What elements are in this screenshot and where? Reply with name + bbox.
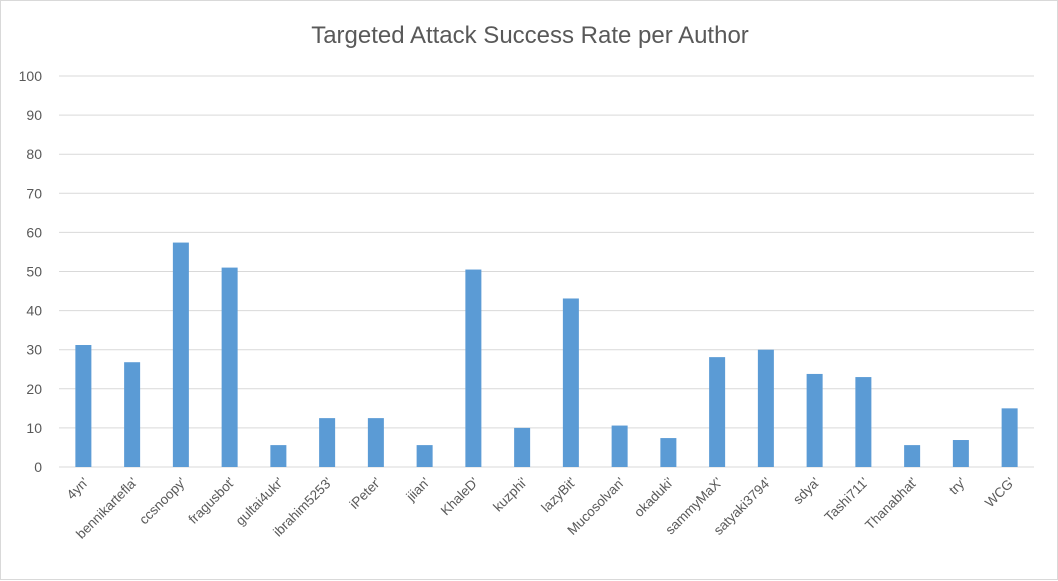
x-tick-label: lazyBit' (538, 475, 579, 516)
bar (319, 418, 336, 467)
x-tick-label: ccsnoopy' (136, 475, 189, 528)
bar (904, 445, 921, 467)
y-tick-label: 100 (19, 68, 43, 84)
x-tick-label: Thanabhat' (862, 475, 920, 533)
bar (367, 418, 384, 467)
y-tick-label: 90 (26, 107, 42, 123)
x-axis-ticks: 4yn'bennikartefla'ccsnoopy'fragusbot'gul… (64, 475, 1018, 542)
bar (221, 267, 238, 467)
x-tick-label: try' (946, 475, 969, 498)
bar (75, 345, 92, 467)
y-tick-label: 20 (26, 381, 42, 397)
y-tick-label: 60 (26, 224, 42, 240)
bar (611, 425, 628, 467)
bar (124, 362, 141, 467)
bar (757, 349, 774, 467)
bar (465, 269, 482, 467)
x-tick-label: iPeter' (347, 475, 384, 512)
y-axis-ticks: 0 10 20 30 40 50 60 70 80 90 100 (19, 68, 43, 475)
x-tick-label: kuzphi' (490, 475, 530, 515)
y-tick-label: 40 (26, 303, 42, 319)
bar (562, 298, 579, 467)
x-tick-label: KhaleD' (438, 475, 482, 519)
bar (660, 438, 677, 467)
x-tick-label: fragusbot' (186, 475, 238, 527)
y-tick-label: 50 (26, 264, 42, 280)
y-tick-label: 80 (26, 146, 42, 162)
x-tick-label: jiian' (403, 475, 433, 505)
x-tick-label: Tashi711' (822, 475, 872, 525)
bar (514, 427, 531, 467)
y-tick-label: 0 (34, 459, 42, 475)
y-tick-label: 30 (26, 342, 42, 358)
bar (416, 445, 433, 467)
bar (855, 377, 872, 467)
x-tick-label: WCG' (982, 475, 1018, 511)
bar (806, 373, 823, 467)
x-tick-label: 4yn' (64, 475, 92, 503)
bars (75, 242, 1018, 467)
bar (1001, 408, 1018, 467)
x-tick-label: sdya' (790, 475, 823, 508)
bar (270, 445, 287, 467)
bar (709, 357, 726, 467)
x-tick-label: okaduki' (631, 475, 676, 520)
y-tick-label: 70 (26, 185, 42, 201)
chart-title: Targeted Attack Success Rate per Author (311, 22, 749, 49)
gridlines (59, 75, 1034, 468)
y-tick-label: 10 (26, 420, 42, 436)
bar (952, 440, 969, 467)
bar (172, 242, 189, 467)
